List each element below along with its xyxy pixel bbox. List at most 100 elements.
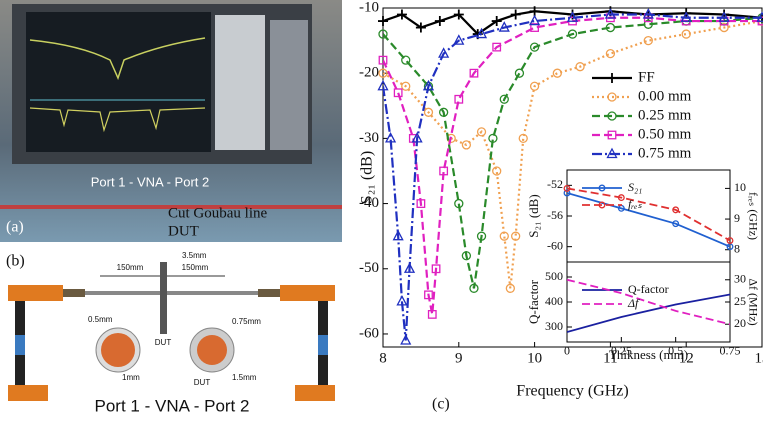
photo: Port 1 - VNA - Port 2 (a) Cut Goubau lin… (0, 0, 342, 242)
data-point (461, 140, 472, 150)
data-point (567, 29, 578, 39)
y-tick-label: -10 (359, 0, 379, 15)
legend-label: 0.75 mm (638, 145, 692, 161)
dim-label: 150mm (182, 263, 209, 272)
legend-marker (607, 73, 617, 83)
y-tick-label: -50 (359, 260, 379, 276)
legend-marker (607, 111, 617, 121)
data-point (514, 68, 525, 78)
data-point (605, 22, 616, 33)
x-tick-label: 10 (527, 350, 542, 366)
data-point (400, 334, 412, 345)
vna-keypad (270, 20, 308, 150)
data-point (643, 35, 653, 46)
data-point (604, 8, 616, 19)
data-point (511, 231, 521, 241)
y-axis-label: Q-factor (526, 279, 541, 324)
series-line (567, 278, 730, 326)
data-point (454, 94, 464, 104)
data-point (492, 166, 502, 176)
data-point (431, 264, 441, 274)
data-point (642, 8, 654, 19)
photo-dut: DUT (168, 223, 199, 239)
y2-tick-label: 20 (734, 316, 746, 330)
x-tick-label: 13 (755, 350, 763, 366)
diagram: (b) 150mm 3.5mm 150mm 0.5mm 0.75mm DUT 1… (6, 251, 335, 415)
data-point (378, 68, 388, 78)
connector (280, 285, 335, 301)
legend-label: 0.50 mm (638, 126, 692, 142)
connector (8, 285, 63, 301)
legend-marker (607, 92, 617, 102)
data-point (563, 189, 571, 197)
data-point (439, 166, 449, 176)
dim-label: DUT (194, 378, 211, 387)
y-tick-label: -60 (547, 238, 563, 252)
y2-tick-label: 8 (734, 241, 740, 255)
data-point (530, 23, 539, 32)
data-point (415, 22, 426, 33)
data-point (529, 42, 540, 52)
data-point (461, 251, 472, 261)
data-point (424, 290, 433, 300)
data-point (385, 131, 397, 143)
y2-tick-label: 30 (734, 272, 746, 286)
data-point (529, 6, 540, 17)
y2-axis-label: Δf (MHz) (746, 278, 760, 325)
vna-buttons (215, 15, 265, 150)
x-axis-label: Thikness (mm) (609, 347, 688, 362)
x-tick-label: 0.25 (611, 343, 632, 357)
data-point (453, 34, 465, 45)
y2-tick-label: 25 (734, 294, 746, 308)
dut-plate (160, 262, 167, 334)
data-point (726, 237, 734, 244)
x-tick-label: 9 (455, 350, 463, 366)
x-tick-label: 8 (379, 350, 387, 366)
cross-section (101, 333, 135, 367)
data-point (719, 22, 729, 33)
data-point (393, 88, 403, 98)
wire (85, 291, 258, 295)
vna-screen (26, 12, 211, 152)
legend-label: FF (638, 69, 655, 85)
y-tick-label: -30 (359, 130, 379, 146)
y-axis-label: S₂₁ (dB) (526, 194, 541, 237)
y-tick-label: -56 (547, 208, 563, 222)
dim-label: 150mm (117, 263, 144, 272)
data-point (396, 9, 407, 20)
series-line (567, 187, 730, 242)
data-point (453, 9, 464, 20)
data-point (499, 94, 509, 104)
data-point (563, 184, 571, 192)
coupler (63, 289, 85, 297)
data-point (680, 11, 692, 22)
dim-label: 1mm (122, 373, 140, 382)
panel-label: (a) (6, 219, 24, 236)
data-point (411, 131, 423, 143)
data-point (423, 107, 434, 117)
data-point (491, 16, 502, 27)
data-point (718, 11, 730, 22)
data-point (492, 42, 502, 52)
photo-ports: Port 1 - VNA - Port 2 (91, 174, 210, 189)
goubau-line (0, 205, 342, 209)
data-point (403, 262, 416, 273)
data-point (575, 62, 585, 72)
data-point (438, 47, 450, 58)
series-line (567, 192, 730, 248)
plot-frame (382, 7, 763, 348)
data-point (529, 14, 541, 26)
x-tick-label: 11 (603, 350, 617, 366)
legend-marker (607, 130, 617, 140)
data-point (505, 283, 515, 293)
charts: 8 9 10 11 12 13 -60 -50 -40 -30 -20 -10 Frequency (G… (359, 0, 763, 413)
data-point (756, 11, 763, 22)
data-point (378, 55, 388, 65)
panel-label: (c) (432, 396, 450, 413)
dim-label: 0.5mm (88, 315, 113, 324)
legend-marker (606, 147, 618, 159)
legend-label: fᵣₑₛ (628, 197, 642, 211)
connector (295, 385, 335, 401)
legend-label: S₂₁ (628, 180, 642, 194)
